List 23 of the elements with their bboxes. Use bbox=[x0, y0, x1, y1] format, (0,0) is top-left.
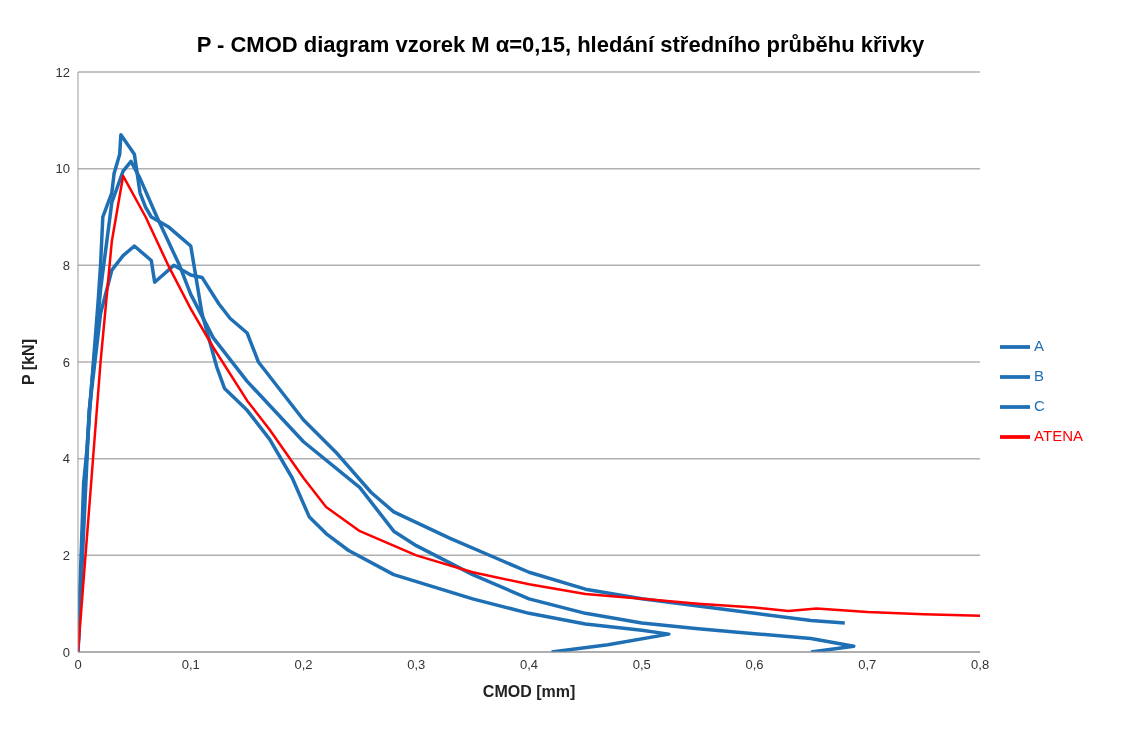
y-tick-label: 2 bbox=[62, 547, 70, 563]
y-tick-label: 8 bbox=[62, 257, 70, 273]
x-tick-label: 0,2 bbox=[294, 657, 313, 673]
x-tick-label: 0,7 bbox=[858, 657, 877, 673]
x-tick-label: 0,5 bbox=[632, 657, 651, 673]
x-axis-title: CMOD [mm] bbox=[482, 683, 576, 700]
legend-label: A bbox=[1034, 336, 1045, 354]
y-tick-label: 6 bbox=[62, 354, 70, 370]
x-tick-label: 0 bbox=[74, 657, 82, 673]
x-tick-label: 0,3 bbox=[407, 657, 426, 673]
x-tick-label: 0,1 bbox=[181, 657, 200, 673]
x-tick-label: 0,4 bbox=[520, 657, 539, 673]
y-tick-label: 0 bbox=[62, 644, 70, 660]
chart-title: P - CMOD diagram vzorek M α=0,15, hledání středního průběhu křivky bbox=[195, 31, 926, 59]
y-axis-title: P [kN] bbox=[19, 339, 37, 385]
x-tick-label: 0,6 bbox=[745, 657, 764, 673]
y-tick-label: 12 bbox=[55, 64, 70, 80]
legend-label: C bbox=[1034, 396, 1045, 414]
y-tick-label: 4 bbox=[62, 451, 70, 467]
legend-label: ATENA bbox=[1034, 426, 1083, 444]
y-tick-label: 10 bbox=[55, 161, 70, 177]
legend-label: B bbox=[1034, 366, 1045, 384]
x-tick-label: 0,8 bbox=[971, 657, 990, 673]
